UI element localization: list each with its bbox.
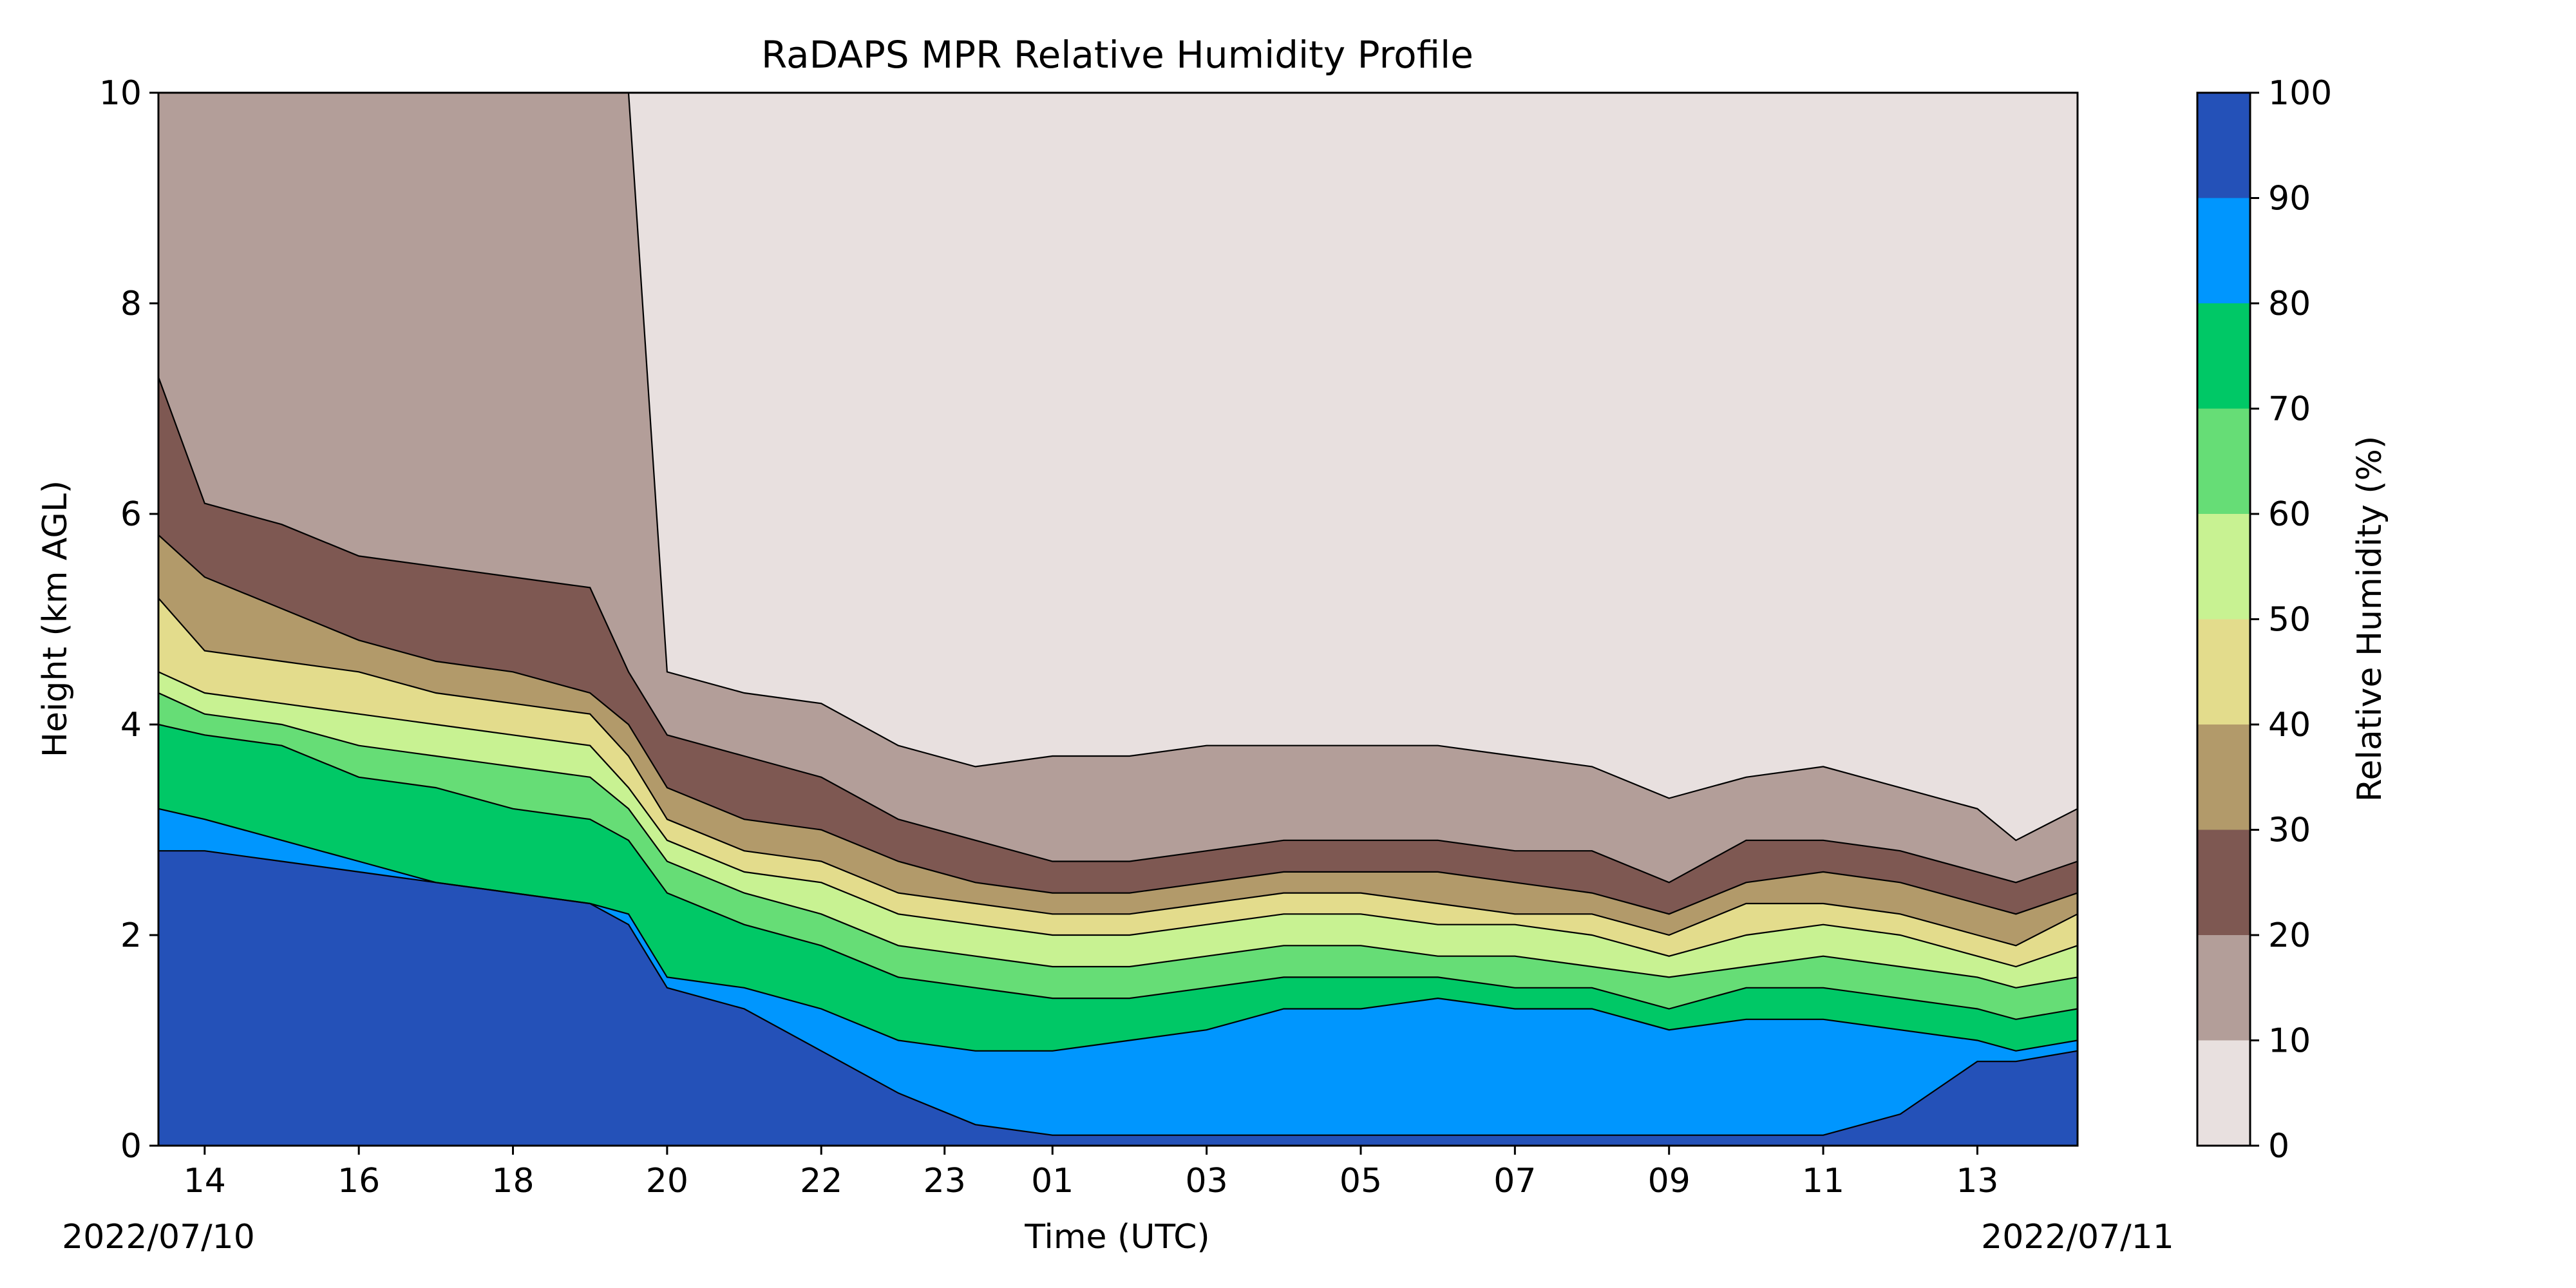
colorbar-segment xyxy=(2197,724,2250,830)
colorbar-tick-label: 70 xyxy=(2268,390,2311,429)
colorbar-tick-label: 20 xyxy=(2268,916,2311,955)
x-tick-label: 01 xyxy=(1031,1162,1074,1200)
plot-area xyxy=(158,93,2078,1146)
colorbar-tick-label: 0 xyxy=(2268,1127,2289,1166)
x-tick-label: 09 xyxy=(1648,1162,1690,1200)
end-date-label: 2022/07/11 xyxy=(1981,1218,2174,1256)
colorbar-segment xyxy=(2197,514,2250,620)
y-tick-label: 4 xyxy=(120,706,142,744)
x-tick-label: 07 xyxy=(1493,1162,1536,1200)
band-90-100 xyxy=(158,851,2078,1146)
contour-bands xyxy=(158,93,2078,1146)
colorbar-ticks: 0 10 20 30 40 50 60 70 80 90 100 xyxy=(2250,74,2332,1166)
x-axis-label: Time (UTC) xyxy=(1024,1218,1209,1256)
colorbar-segment xyxy=(2197,935,2250,1041)
colorbar-tick-label: 60 xyxy=(2268,495,2311,534)
x-tick-label: 23 xyxy=(923,1162,966,1200)
x-tick-label: 14 xyxy=(184,1162,226,1200)
plot-frame xyxy=(157,91,2079,1147)
contour-line-40 xyxy=(158,598,2078,947)
colorbar-label: Relative Humidity (%) xyxy=(2351,436,2389,802)
chart-title: RaDAPS MPR Relative Humidity Profile xyxy=(761,33,1473,77)
x-tick-label: 20 xyxy=(646,1162,688,1200)
colorbar-segment xyxy=(2197,303,2250,409)
x-tick-label: 11 xyxy=(1802,1162,1844,1200)
contour-line-10 xyxy=(158,93,2078,842)
colorbar-tick-label: 50 xyxy=(2268,601,2311,639)
colorbar-tick-label: 30 xyxy=(2268,811,2311,850)
x-axis: 14 16 18 20 22 23 01 03 05 07 09 11 13 xyxy=(184,1146,1999,1200)
y-axis: 0 2 4 6 8 10 xyxy=(99,74,158,1166)
x-tick-label: 18 xyxy=(491,1162,534,1200)
y-axis-label: Height (km AGL) xyxy=(36,480,75,757)
x-tick-label: 16 xyxy=(337,1162,380,1200)
colorbar xyxy=(2197,93,2250,1146)
colorbar-segment xyxy=(2197,93,2250,198)
start-date-label: 2022/07/10 xyxy=(62,1218,255,1256)
colorbar-tick-label: 80 xyxy=(2268,285,2311,323)
y-tick-label: 8 xyxy=(120,285,142,323)
x-tick-label: 03 xyxy=(1186,1162,1228,1200)
x-tick-label: 05 xyxy=(1340,1162,1382,1200)
colorbar-segment xyxy=(2197,829,2250,935)
colorbar-tick-label: 90 xyxy=(2268,180,2311,218)
y-tick-label: 10 xyxy=(99,74,142,113)
contour-line-50 xyxy=(158,671,2078,968)
colorbar-segment xyxy=(2197,619,2250,724)
contour-line-90 xyxy=(158,850,2078,1136)
colorbar-segment xyxy=(2197,198,2250,303)
x-tick-label: 13 xyxy=(1956,1162,1998,1200)
y-tick-label: 2 xyxy=(120,916,142,955)
x-tick-label: 22 xyxy=(800,1162,842,1200)
colorbar-segment xyxy=(2197,408,2250,514)
colorbar-tick-label: 10 xyxy=(2268,1022,2311,1061)
colorbar-segment xyxy=(2197,1040,2250,1146)
y-tick-label: 0 xyxy=(120,1127,142,1166)
contour-line-60 xyxy=(158,692,2078,989)
contour-line-70 xyxy=(158,723,2078,1020)
contour-line-30 xyxy=(158,534,2078,915)
y-tick-label: 6 xyxy=(120,495,142,534)
colorbar-tick-label: 100 xyxy=(2268,74,2332,113)
contour-lines xyxy=(158,93,2078,1136)
contour-line-20 xyxy=(158,377,2078,884)
colorbar-tick-label: 40 xyxy=(2268,706,2311,744)
